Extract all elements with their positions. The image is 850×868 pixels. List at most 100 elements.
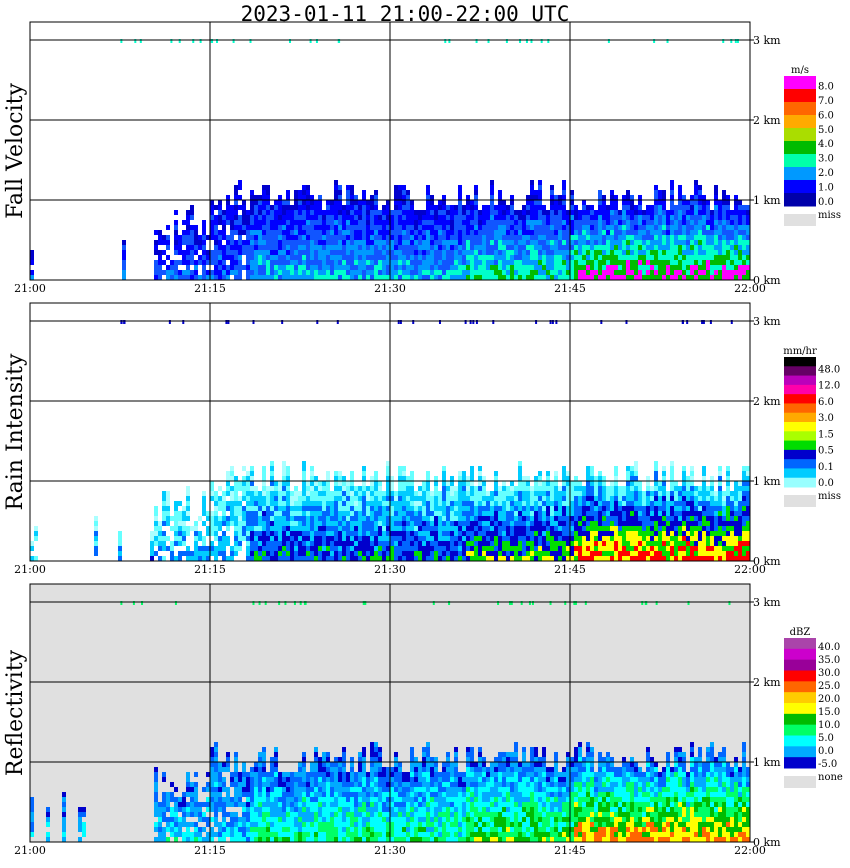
echo-cell bbox=[514, 225, 518, 230]
echo-cell bbox=[690, 255, 694, 260]
echo-cell bbox=[526, 546, 530, 551]
echo-cell bbox=[650, 526, 654, 531]
echo-cell bbox=[366, 255, 370, 260]
echo-cell bbox=[558, 486, 562, 491]
echo-cell bbox=[606, 521, 610, 526]
echo-cell bbox=[458, 245, 462, 250]
echo-cell bbox=[194, 551, 198, 556]
echo-cell bbox=[518, 250, 522, 255]
echo-cell bbox=[474, 255, 478, 260]
echo-cell bbox=[162, 235, 166, 240]
echo-cell bbox=[378, 260, 382, 265]
echo-cell bbox=[374, 200, 378, 205]
echo-cell bbox=[218, 541, 222, 546]
echo-cell bbox=[394, 250, 398, 255]
echo-cell bbox=[594, 230, 598, 235]
echo-cell bbox=[338, 486, 342, 491]
echo-cell bbox=[178, 521, 182, 526]
echo-cell bbox=[358, 536, 362, 541]
echo-cell bbox=[570, 275, 574, 280]
echo-cell bbox=[382, 255, 386, 260]
echo-cell bbox=[278, 215, 282, 220]
echo-cell bbox=[598, 511, 602, 516]
echo-cell bbox=[334, 260, 338, 265]
echo-cell bbox=[210, 270, 214, 275]
echo-cell bbox=[590, 240, 594, 245]
echo-cell bbox=[226, 235, 230, 240]
echo-cell bbox=[686, 476, 690, 481]
echo-cell bbox=[386, 531, 390, 536]
echo-cell bbox=[270, 541, 274, 546]
echo-cell bbox=[726, 471, 730, 476]
echo-cell bbox=[278, 531, 282, 536]
echo-cell bbox=[174, 275, 178, 280]
echo-cell bbox=[94, 516, 98, 521]
echo-cell bbox=[334, 230, 338, 235]
echo-cell bbox=[450, 486, 454, 491]
echo-cell bbox=[442, 541, 446, 546]
echo-cell bbox=[362, 546, 366, 551]
echo-cell bbox=[618, 235, 622, 240]
echo-cell bbox=[426, 526, 430, 531]
echo-cell bbox=[682, 471, 686, 476]
echo-cell bbox=[706, 205, 710, 210]
echo-cell bbox=[678, 240, 682, 245]
echo-cell bbox=[374, 531, 378, 536]
echo-cell bbox=[422, 541, 426, 546]
echo-cell bbox=[438, 250, 442, 255]
echo-cell bbox=[162, 837, 166, 842]
echo-cell bbox=[662, 260, 666, 265]
echo-cell bbox=[502, 275, 506, 280]
echo-cell bbox=[246, 471, 250, 476]
echo-cell bbox=[522, 491, 526, 496]
echo-cell bbox=[670, 220, 674, 225]
echo-cell bbox=[374, 476, 378, 481]
echo-cell bbox=[574, 511, 578, 516]
echo-cell bbox=[306, 486, 310, 491]
echo-cell bbox=[586, 471, 590, 476]
echo-cell bbox=[370, 210, 374, 215]
echo-cell bbox=[674, 255, 678, 260]
echo-cell bbox=[350, 476, 354, 481]
echo-cell bbox=[614, 215, 618, 220]
echo-cell bbox=[698, 250, 702, 255]
echo-cell bbox=[186, 556, 190, 561]
echo-cell bbox=[642, 215, 646, 220]
echo-cell bbox=[422, 506, 426, 511]
echo-cell bbox=[426, 556, 430, 561]
echo-cell bbox=[346, 200, 350, 205]
echo-cell bbox=[350, 526, 354, 531]
echo-cell bbox=[506, 551, 510, 556]
echo-cell bbox=[486, 270, 490, 275]
echo-cell bbox=[714, 546, 718, 551]
echo-cell bbox=[682, 521, 686, 526]
echo-cell bbox=[438, 215, 442, 220]
echo-cell bbox=[394, 275, 398, 280]
echo-cell bbox=[222, 541, 226, 546]
echo-cell bbox=[178, 536, 182, 541]
echo-cell bbox=[354, 541, 358, 546]
echo-cell bbox=[646, 240, 650, 245]
echo-cell bbox=[210, 210, 214, 215]
echo-cell bbox=[402, 185, 406, 190]
echo-cell bbox=[290, 260, 294, 265]
echo-cell bbox=[486, 230, 490, 235]
echo-cell bbox=[162, 772, 166, 777]
echo-cell bbox=[538, 546, 542, 551]
echo-cell bbox=[326, 260, 330, 265]
echo-cell bbox=[694, 531, 698, 536]
echo-cell bbox=[510, 541, 514, 546]
echo-cell bbox=[690, 531, 694, 536]
echo-cell bbox=[670, 195, 674, 200]
echo-cell bbox=[534, 486, 538, 491]
echo-cell bbox=[546, 551, 550, 556]
echo-cell bbox=[534, 521, 538, 526]
echo-cell bbox=[490, 536, 494, 541]
echo-cell bbox=[294, 225, 298, 230]
echo-cell bbox=[670, 250, 674, 255]
echo-cell bbox=[362, 195, 366, 200]
echo-cell bbox=[482, 205, 486, 210]
echo-cell bbox=[34, 531, 38, 536]
echo-cell bbox=[678, 270, 682, 275]
echo-cell bbox=[670, 536, 674, 541]
